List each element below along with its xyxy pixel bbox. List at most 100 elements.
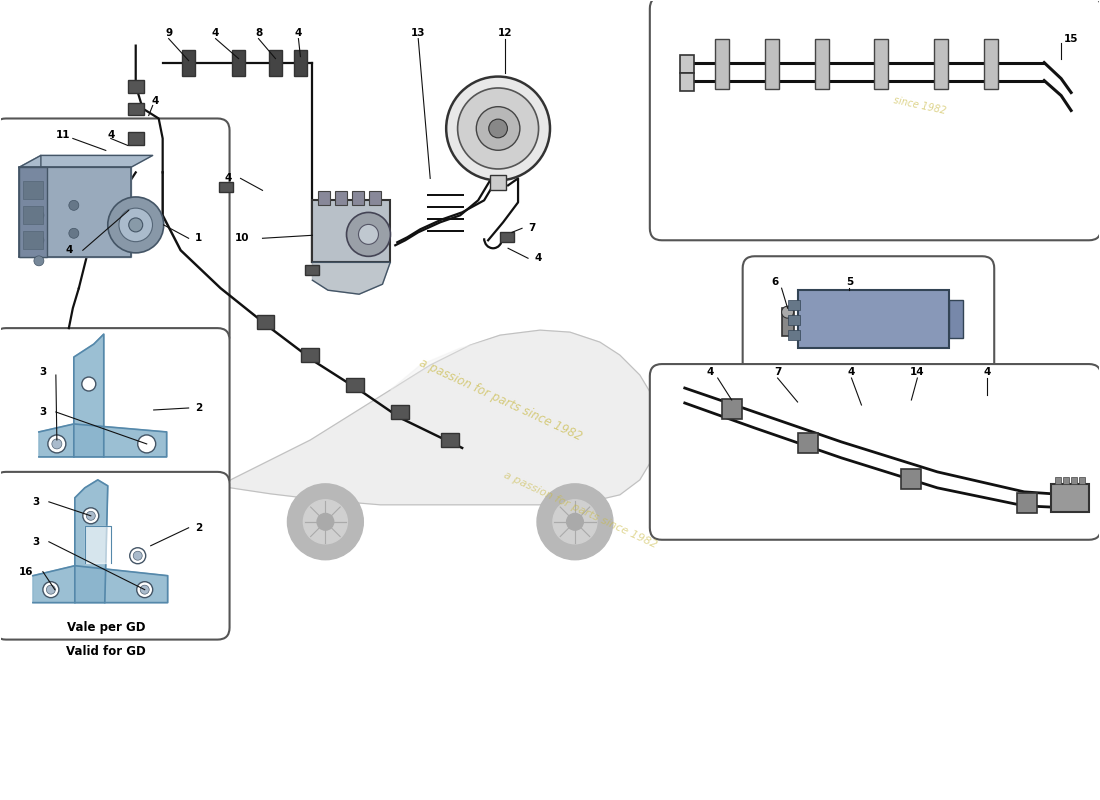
Bar: [301, 348, 319, 362]
Text: 3: 3: [40, 407, 46, 417]
Text: 3: 3: [40, 367, 46, 377]
FancyBboxPatch shape: [650, 364, 1100, 540]
Bar: [441, 433, 459, 447]
Bar: [814, 38, 828, 89]
Polygon shape: [19, 155, 153, 167]
Bar: [1018, 493, 1037, 513]
Circle shape: [81, 377, 96, 391]
Polygon shape: [33, 566, 167, 602]
Circle shape: [119, 208, 153, 242]
Text: 4: 4: [983, 367, 991, 377]
Circle shape: [287, 484, 363, 560]
Circle shape: [46, 585, 55, 594]
Circle shape: [108, 197, 164, 253]
Bar: [782, 308, 793, 336]
Bar: [1079, 477, 1085, 484]
Circle shape: [69, 200, 79, 210]
Text: since 1982: since 1982: [892, 95, 947, 116]
Circle shape: [130, 548, 145, 564]
FancyBboxPatch shape: [0, 328, 230, 490]
Text: 4: 4: [224, 174, 232, 183]
Bar: [23, 181, 43, 199]
Bar: [680, 54, 694, 73]
Text: 3: 3: [32, 537, 40, 546]
Circle shape: [359, 225, 378, 244]
Polygon shape: [19, 167, 131, 257]
Polygon shape: [19, 155, 41, 257]
Bar: [232, 50, 245, 75]
Text: 4: 4: [152, 95, 160, 106]
FancyBboxPatch shape: [0, 118, 230, 347]
Text: 2: 2: [195, 403, 202, 413]
Text: 7: 7: [528, 223, 536, 234]
Bar: [715, 38, 728, 89]
Text: a passion for parts since 1982: a passion for parts since 1982: [417, 357, 584, 443]
Bar: [294, 50, 307, 75]
Text: 7: 7: [774, 367, 781, 377]
Bar: [128, 102, 144, 115]
Bar: [798, 433, 817, 453]
Circle shape: [138, 435, 156, 453]
Polygon shape: [74, 334, 103, 457]
Polygon shape: [75, 480, 108, 602]
Text: 4: 4: [107, 130, 114, 141]
Circle shape: [782, 306, 793, 318]
Text: 9: 9: [165, 28, 173, 38]
Text: 4: 4: [706, 367, 714, 377]
Bar: [392, 405, 409, 419]
Polygon shape: [39, 424, 167, 457]
Bar: [764, 38, 779, 89]
Bar: [500, 232, 514, 242]
Bar: [722, 399, 741, 419]
Bar: [312, 200, 390, 262]
Text: 4: 4: [295, 28, 302, 38]
Circle shape: [447, 77, 550, 180]
Text: 16: 16: [19, 566, 33, 577]
Circle shape: [43, 582, 59, 598]
FancyBboxPatch shape: [742, 256, 994, 382]
Bar: [1063, 477, 1069, 484]
Text: 2: 2: [195, 522, 202, 533]
Circle shape: [346, 213, 390, 256]
Bar: [949, 300, 964, 338]
Circle shape: [304, 500, 348, 544]
Text: 3: 3: [32, 497, 40, 507]
Circle shape: [86, 511, 96, 520]
Circle shape: [34, 210, 44, 220]
Circle shape: [553, 500, 597, 544]
Circle shape: [317, 514, 333, 530]
Bar: [370, 191, 382, 206]
Text: 4: 4: [848, 367, 855, 377]
Circle shape: [34, 235, 44, 246]
Text: 14: 14: [910, 367, 925, 377]
Circle shape: [82, 508, 99, 524]
Bar: [270, 50, 282, 75]
Polygon shape: [312, 262, 390, 294]
FancyBboxPatch shape: [0, 472, 230, 639]
Circle shape: [129, 218, 143, 232]
Text: 4: 4: [535, 254, 541, 263]
Bar: [352, 191, 364, 206]
Bar: [984, 38, 998, 89]
Bar: [128, 79, 144, 93]
Text: 10: 10: [235, 234, 250, 243]
Text: 15: 15: [1064, 34, 1078, 44]
Bar: [1071, 477, 1077, 484]
Text: a passion for parts since 1982: a passion for parts since 1982: [502, 470, 658, 550]
Polygon shape: [85, 526, 111, 562]
Text: 4: 4: [65, 246, 73, 255]
Bar: [183, 50, 195, 75]
Circle shape: [488, 119, 507, 138]
Bar: [1055, 477, 1061, 484]
Bar: [934, 38, 948, 89]
Circle shape: [458, 88, 539, 169]
Text: 4: 4: [212, 28, 219, 38]
Bar: [306, 266, 319, 275]
Circle shape: [476, 106, 520, 150]
Circle shape: [34, 256, 44, 266]
Bar: [23, 231, 43, 249]
Bar: [788, 300, 800, 310]
Circle shape: [566, 514, 583, 530]
Bar: [798, 290, 949, 348]
Text: 1: 1: [195, 234, 202, 243]
